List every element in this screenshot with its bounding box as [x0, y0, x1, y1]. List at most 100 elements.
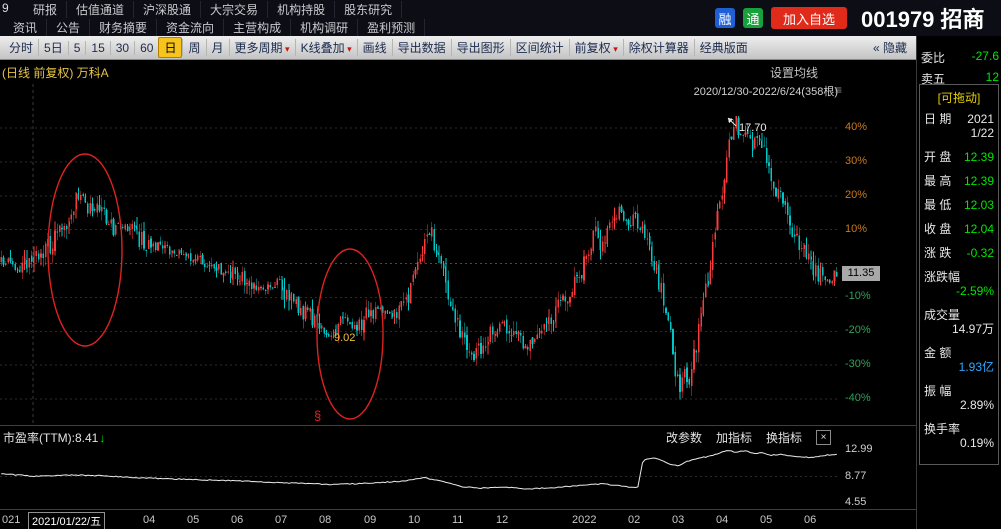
x-axis-tick: 2021/01/22/五: [28, 512, 106, 529]
close-indicator-icon[interactable]: ×: [816, 430, 831, 445]
x-axis-tick: 06: [804, 514, 817, 526]
info-value: -2.59%: [955, 284, 994, 298]
menu-item[interactable]: 主营构成: [224, 18, 292, 36]
sub-axis-tick-label: 8.77: [845, 469, 867, 482]
menu-bars: 研报 估值通道 沪深股通 大宗交易 机构持股 股东研究 资讯 公告 财务摘要 资金流向 主营构成机…: [0, 0, 426, 36]
toolbar-button[interactable]: 画线: [356, 39, 392, 56]
sell5-price: 12: [985, 70, 999, 84]
menu-item[interactable]: 财务摘要: [90, 18, 158, 36]
y-axis-pct-label: -30%: [845, 358, 871, 371]
y-axis-pct-label: 10%: [845, 222, 868, 235]
toolbar-button[interactable]: 区间统计: [509, 39, 569, 56]
y-axis-pct-label: 20%: [845, 188, 868, 201]
info-label: 换手率: [924, 422, 961, 436]
axis-divider: [0, 509, 916, 510]
candlestick-chart[interactable]: 17.70 9.02 §: [0, 84, 841, 425]
info-row: 涨跌幅 -2.59%: [922, 270, 996, 298]
svg-text:9.02: 9.02: [334, 332, 355, 344]
x-axis-tick: 09: [364, 514, 377, 526]
axis-drag-grip-icon[interactable]: ≡: [835, 83, 843, 97]
toolbar-button[interactable]: 5日: [38, 39, 68, 56]
top-header: 9 研报 估值通道 沪深股通 大宗交易 机构持股 股东研究 资讯 公告 财务摘要 资金流向 主营构…: [0, 0, 1001, 36]
info-value: 12.03: [963, 198, 994, 212]
toolbar-button[interactable]: 导出图形: [450, 39, 510, 56]
menu-item[interactable]: 机构持股: [268, 0, 336, 18]
toolbar-button[interactable]: 30: [109, 40, 134, 55]
chart-region: (日线 前复权) 万科A 设置均线 ≡ 2020/12/30-2022/6/24…: [0, 60, 916, 529]
info-value: 12.39: [963, 174, 994, 188]
y-axis-pct-label: -20%: [845, 324, 871, 337]
info-value: 0.19%: [959, 436, 994, 450]
menu-item[interactable]: 研报: [24, 0, 68, 18]
indicator-tool-button[interactable]: 换指标: [765, 431, 802, 445]
drag-handle-label[interactable]: [可拖动]: [937, 91, 981, 105]
toolbar-button[interactable]: 月: [205, 39, 229, 56]
menu-item[interactable]: 大宗交易: [201, 0, 269, 18]
stock-code: 001979: [861, 7, 935, 32]
info-row: 成交量 14.97万: [922, 308, 996, 336]
clipped-text-fragment: 9: [2, 1, 9, 15]
info-row: 金 额 1.93亿: [922, 346, 996, 374]
toolbar-button[interactable]: 导出数据: [391, 39, 451, 56]
toolbar-button[interactable]: 经典版面: [693, 39, 753, 56]
menu-item[interactable]: 资讯: [4, 18, 48, 36]
menu-item[interactable]: 股东研究: [335, 0, 403, 18]
draggable-info-box[interactable]: [可拖动] 日 期 2021 1/22 开 盘 12.39 最 高 12.39 …: [919, 84, 999, 465]
svg-text:17.70: 17.70: [739, 122, 767, 134]
toolbar-button[interactable]: 更多周期: [228, 39, 295, 56]
ma-settings-button[interactable]: 设置均线: [770, 66, 819, 80]
x-axis-tick: 07: [275, 514, 288, 526]
weibi-label: 委比: [921, 51, 946, 65]
info-value: 12.39: [963, 150, 994, 164]
weibi-value: -27.6: [971, 49, 999, 63]
x-axis-tick: 11: [452, 514, 464, 526]
x-axis-tick: 021: [2, 514, 21, 526]
info-value: 14.97万: [951, 322, 994, 336]
menu-item[interactable]: 资金流向: [157, 18, 225, 36]
info-label: 涨跌幅: [924, 270, 961, 284]
toolbar-button[interactable]: 周: [182, 39, 205, 56]
x-axis-tick: 10: [408, 514, 421, 526]
margin-trading-badge[interactable]: 融: [714, 8, 735, 28]
y-axis-pct-label: 30%: [845, 154, 868, 167]
toolbar-button[interactable]: 日: [158, 37, 183, 58]
menu-item[interactable]: 沪深股通: [134, 0, 202, 18]
toolbar-button[interactable]: 前复权: [568, 39, 623, 56]
info-value: 1.93亿: [958, 360, 994, 374]
toolbar-button[interactable]: 15: [85, 40, 109, 55]
y-axis-pct-label: -10%: [845, 290, 871, 303]
toolbar-button[interactable]: 分时: [9, 41, 34, 55]
sub-axis-tick-label: 12.99: [845, 443, 873, 455]
toolbar-button[interactable]: « 隐藏: [872, 41, 907, 55]
info-label: 开 盘: [924, 150, 952, 164]
menu-item[interactable]: 盈利预测: [358, 18, 426, 36]
indicator-tool-button[interactable]: 加指标: [715, 431, 752, 445]
x-axis-tick: 06: [231, 514, 244, 526]
pe-ratio-line-chart[interactable]: [0, 448, 841, 508]
info-row: 振 幅 2.89%: [922, 384, 996, 412]
date-row: 日 期 2021 1/22: [924, 112, 994, 140]
indicator-title: 市盈率(TTM):8.41↓: [3, 431, 106, 445]
info-label: 最 高: [924, 174, 952, 188]
menu-item[interactable]: 估值通道: [67, 0, 135, 18]
chart-toolbar: 分时 5日5153060日周月更多周期K线叠加画线导出数据导出图形区间统计前复权除…: [0, 36, 916, 60]
chart-period-symbol: (日线 前复权) 万科A: [2, 64, 109, 81]
info-value: 2.89%: [959, 398, 994, 412]
indicator-tool-button[interactable]: 改参数: [665, 431, 702, 445]
info-label: 涨 跌: [924, 246, 952, 260]
stock-code-name: 001979 招商: [861, 2, 1001, 34]
toolbar-button[interactable]: 5: [67, 40, 86, 55]
info-row: 涨 跌 -0.32: [922, 246, 996, 260]
x-axis-tick: 04: [716, 514, 729, 526]
toolbar-button[interactable]: 除权计算器: [622, 39, 694, 56]
sell5-label: 卖五: [921, 72, 946, 86]
menu-item[interactable]: 公告: [47, 18, 91, 36]
add-watchlist-button[interactable]: 加入自选: [770, 7, 847, 29]
menu-item[interactable]: 机构调研: [291, 18, 359, 36]
toolbar-button[interactable]: 60: [134, 40, 158, 55]
toolbar-button[interactable]: K线叠加: [294, 39, 357, 56]
indicator-header: 市盈率(TTM):8.41↓ 改参数 加指标 换指标 ×: [0, 426, 841, 447]
info-row: 开 盘 12.39: [922, 150, 996, 164]
connect-badge[interactable]: 通: [742, 8, 763, 28]
info-row: 最 低 12.03: [922, 198, 996, 212]
